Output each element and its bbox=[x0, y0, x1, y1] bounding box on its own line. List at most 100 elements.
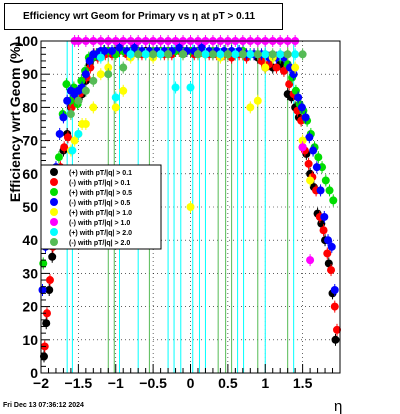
data-point bbox=[253, 50, 262, 59]
data-point bbox=[201, 50, 210, 59]
data-point bbox=[164, 50, 173, 59]
series-7 bbox=[66, 48, 307, 121]
legend-marker bbox=[50, 208, 58, 216]
data-point bbox=[238, 50, 247, 59]
data-point bbox=[119, 86, 128, 95]
data-point bbox=[329, 196, 338, 205]
x-tick-label: −0.5 bbox=[139, 375, 167, 391]
data-point bbox=[319, 226, 328, 235]
data-point bbox=[216, 50, 225, 59]
series-5 bbox=[70, 35, 315, 267]
x-axis-label: η bbox=[334, 398, 342, 414]
data-point bbox=[291, 50, 300, 59]
legend-marker bbox=[50, 168, 58, 176]
data-point bbox=[327, 266, 336, 275]
legend-entry: (+) with pT/|q| > 0.5 bbox=[69, 190, 132, 197]
data-point bbox=[223, 50, 232, 59]
data-point bbox=[96, 53, 105, 62]
data-point bbox=[323, 249, 332, 258]
y-tick-label: 100 bbox=[15, 33, 39, 49]
data-point bbox=[246, 50, 255, 59]
data-point bbox=[45, 276, 54, 285]
data-point bbox=[193, 50, 202, 59]
data-point bbox=[306, 256, 315, 265]
data-point bbox=[59, 113, 68, 122]
data-point bbox=[304, 159, 313, 168]
data-point bbox=[298, 143, 307, 152]
data-point bbox=[175, 43, 184, 52]
data-point bbox=[70, 136, 79, 145]
data-point bbox=[272, 63, 281, 72]
legend-entry: (-) with pT/|q| > 0.1 bbox=[69, 180, 130, 187]
legend-marker bbox=[50, 238, 58, 246]
data-point bbox=[231, 50, 240, 59]
data-point bbox=[89, 76, 98, 85]
data-point bbox=[321, 176, 330, 185]
data-point bbox=[186, 203, 195, 211]
data-point bbox=[48, 252, 57, 261]
data-point bbox=[314, 153, 323, 162]
data-point bbox=[119, 63, 128, 72]
data-point bbox=[257, 56, 266, 65]
data-point bbox=[312, 163, 321, 172]
x-tick-label: 1 bbox=[261, 375, 269, 391]
data-point bbox=[246, 103, 255, 112]
y-tick-label: 90 bbox=[22, 66, 38, 82]
x-tick-label: −2 bbox=[33, 375, 49, 391]
data-point bbox=[66, 110, 75, 119]
data-point bbox=[294, 93, 303, 102]
data-point bbox=[289, 70, 298, 79]
data-point bbox=[186, 83, 195, 92]
data-point bbox=[63, 96, 72, 105]
data-point bbox=[81, 120, 90, 128]
data-point bbox=[67, 103, 76, 112]
data-point bbox=[134, 50, 143, 59]
data-point bbox=[149, 50, 158, 59]
data-point bbox=[74, 96, 83, 105]
data-point bbox=[261, 50, 270, 59]
data-point bbox=[141, 50, 150, 59]
x-tick-label: 0.5 bbox=[218, 375, 238, 391]
data-point bbox=[316, 186, 325, 195]
data-point bbox=[333, 325, 342, 334]
data-point bbox=[74, 129, 83, 138]
legend-marker bbox=[50, 218, 58, 226]
data-point bbox=[331, 335, 340, 344]
data-point bbox=[261, 63, 270, 72]
data-point bbox=[327, 242, 336, 251]
x-tick-label: −1 bbox=[108, 375, 124, 391]
legend-entry: (+) with pT/|q| > 2.0 bbox=[69, 230, 132, 237]
data-point bbox=[283, 50, 292, 59]
data-point bbox=[81, 70, 90, 79]
data-point bbox=[298, 136, 307, 145]
x-tick-label: 1.5 bbox=[293, 375, 313, 391]
legend-marker bbox=[50, 188, 58, 196]
legend-marker bbox=[50, 178, 58, 186]
data-point bbox=[62, 80, 71, 89]
x-tick-label: 0 bbox=[187, 375, 195, 391]
data-point bbox=[130, 43, 139, 52]
data-point bbox=[208, 50, 217, 59]
y-tick-label: 60 bbox=[22, 166, 38, 182]
data-point bbox=[179, 50, 188, 59]
data-point bbox=[108, 46, 117, 55]
data-point bbox=[285, 80, 294, 89]
data-point bbox=[42, 309, 51, 318]
data-point bbox=[111, 103, 120, 112]
legend-box bbox=[40, 164, 162, 250]
data-point bbox=[38, 286, 47, 294]
chart-title: Efficiency wrt Geom for Primary vs η at … bbox=[4, 3, 283, 30]
data-point bbox=[301, 113, 310, 122]
data-point bbox=[63, 133, 72, 142]
data-point bbox=[60, 143, 69, 152]
legend: (+) with pT/|q| > 0.1 (-) with pT/|q| > 0… bbox=[40, 164, 162, 250]
data-point bbox=[309, 146, 318, 155]
data-point bbox=[156, 50, 165, 59]
timestamp-footer: Fri Dec 13 07:36:12 2024 bbox=[3, 402, 84, 409]
data-point bbox=[320, 212, 329, 221]
data-point bbox=[100, 46, 109, 55]
data-point bbox=[55, 129, 64, 138]
y-tick-label: 70 bbox=[22, 133, 38, 149]
y-tick-label: 50 bbox=[22, 199, 38, 215]
data-point bbox=[104, 70, 113, 79]
